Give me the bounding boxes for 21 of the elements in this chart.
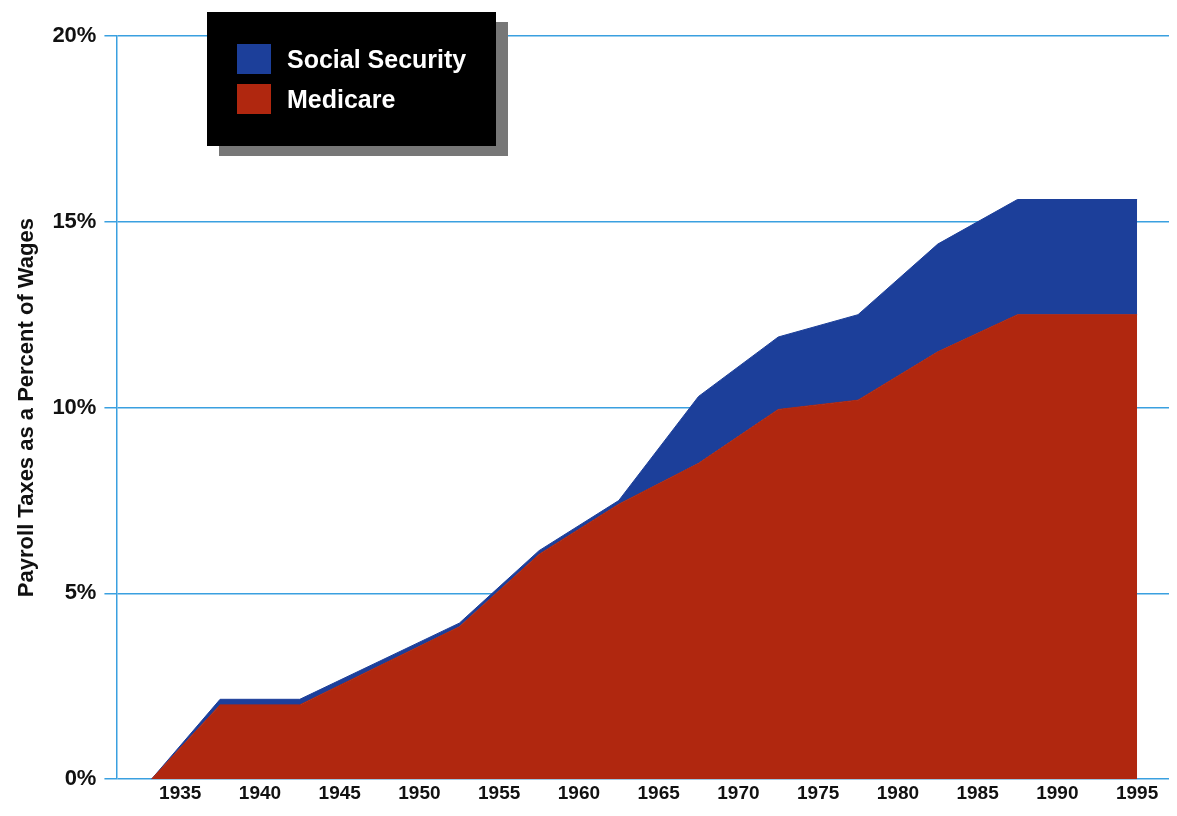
- legend-label: Medicare: [287, 84, 396, 114]
- x-tick-label: 1940: [238, 781, 282, 803]
- x-tick-label: 1955: [478, 781, 521, 803]
- x-tick-label: 1980: [876, 781, 920, 803]
- y-tick-label: 10%: [52, 393, 97, 419]
- x-tick-label: 1970: [717, 781, 760, 803]
- x-tick-label: 1935: [159, 781, 202, 803]
- x-tick-label: 1990: [1036, 781, 1079, 803]
- x-tick-label: 1965: [637, 781, 681, 803]
- x-tick-label: 1985: [956, 781, 1000, 803]
- legend-label: Social Security: [287, 44, 467, 74]
- y-tick-label: 5%: [64, 579, 97, 605]
- y-tick-label: 20%: [52, 22, 97, 48]
- y-tick-label: 15%: [52, 207, 97, 233]
- x-tick-label: 1975: [797, 781, 840, 803]
- x-tick-label: 1960: [557, 781, 601, 803]
- x-tick-label: 1995: [1115, 781, 1159, 803]
- x-tick-label: 1950: [398, 781, 441, 803]
- y-axis-title: Payroll Taxes as a Percent of Wages: [13, 218, 39, 598]
- x-tick-label: 1945: [318, 781, 362, 803]
- y-tick-label: 0%: [64, 765, 97, 791]
